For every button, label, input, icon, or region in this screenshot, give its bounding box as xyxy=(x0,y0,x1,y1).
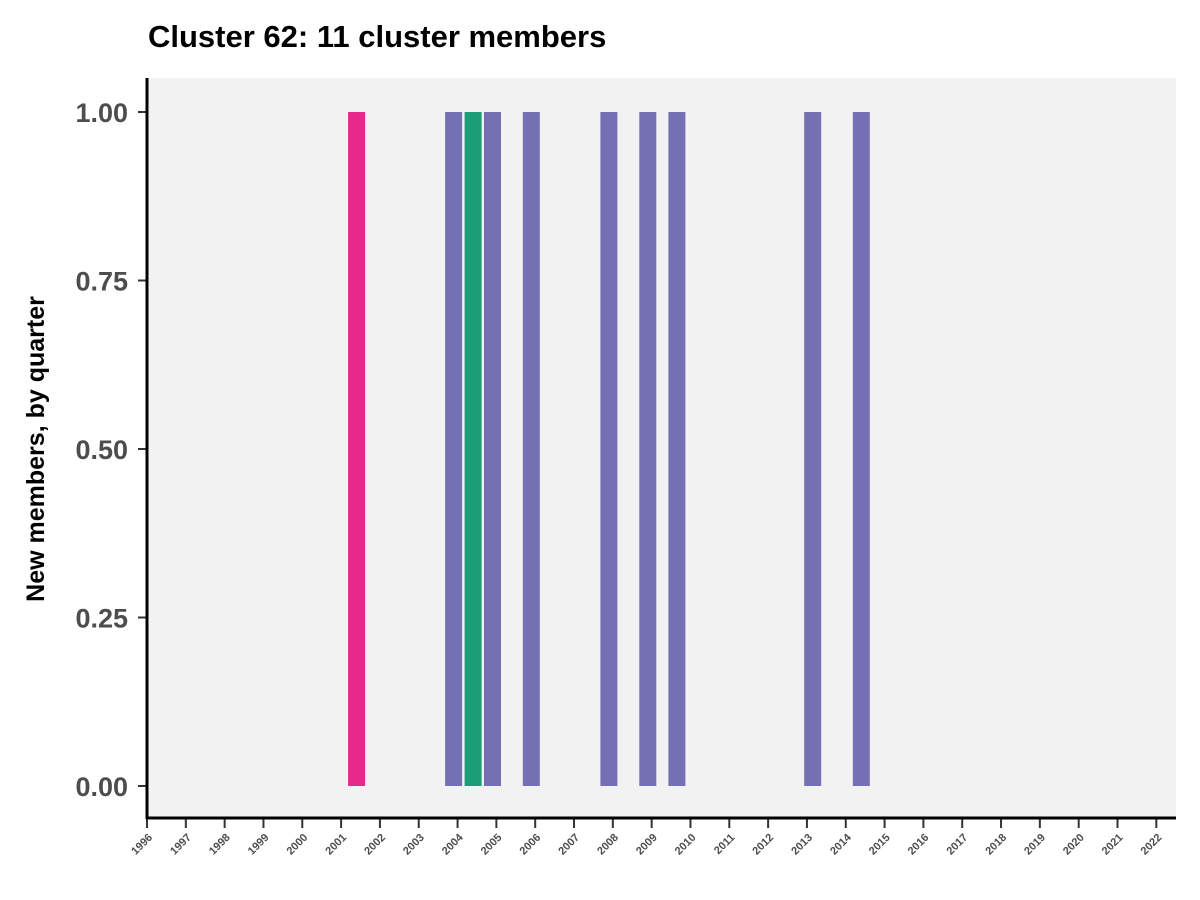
bar-0 xyxy=(348,112,366,786)
x-tick-label: 2001 xyxy=(323,832,349,858)
x-tick-label: 2000 xyxy=(285,832,311,858)
bar-4 xyxy=(522,112,540,786)
bar-1 xyxy=(445,112,463,786)
x-tick-label: 2017 xyxy=(945,832,971,858)
x-tick-label: 2002 xyxy=(362,832,388,858)
bar-5 xyxy=(600,112,618,786)
y-tick-label: 0.50 xyxy=(75,435,128,465)
y-tick-label: 0.00 xyxy=(75,772,128,802)
bar-8 xyxy=(804,112,822,786)
x-tick-label: 2014 xyxy=(828,831,854,857)
chart-title: Cluster 62: 11 cluster members xyxy=(148,19,606,54)
bar-3 xyxy=(484,112,501,786)
bar-9 xyxy=(852,112,870,786)
y-tick-label: 0.75 xyxy=(75,267,128,297)
x-tick-label: 2018 xyxy=(983,832,1009,858)
x-tick-label: 2011 xyxy=(712,832,737,857)
bar-6 xyxy=(639,112,657,786)
x-tick-label: 2013 xyxy=(789,832,815,858)
x-tick-label: 2010 xyxy=(673,832,699,858)
x-tick-label: 2015 xyxy=(867,832,893,858)
x-tick-label: 2020 xyxy=(1061,832,1087,858)
plot-panel xyxy=(147,78,1176,818)
x-tick-label: 2004 xyxy=(440,831,466,857)
x-tick-label: 1998 xyxy=(207,832,233,858)
x-tick-label: 2022 xyxy=(1139,832,1165,858)
x-tick-label: 2021 xyxy=(1100,832,1126,858)
x-tick-label: 2003 xyxy=(401,832,427,858)
y-axis-label: New members, by quarter xyxy=(22,296,50,602)
x-tick-label: 2006 xyxy=(518,832,544,858)
x-tick-label: 2008 xyxy=(595,832,621,858)
x-tick-label: 2007 xyxy=(556,832,582,858)
bar-7 xyxy=(668,112,686,786)
x-tick-label: 2005 xyxy=(479,832,505,858)
y-ticks: 0.00 0.25 0.50 0.75 1.00 xyxy=(75,98,147,802)
bars-group xyxy=(348,112,870,786)
x-ticks: 1996 1997 1998 1999 2000 2001 2002 2003 2004 2005… xyxy=(129,818,1164,857)
x-tick-label: 2016 xyxy=(906,832,932,858)
x-tick-label: 1996 xyxy=(129,832,155,858)
y-tick-label: 1.00 xyxy=(75,98,128,128)
y-tick-label: 0.25 xyxy=(75,604,128,634)
x-tick-label: 2012 xyxy=(750,832,776,858)
bar-2 xyxy=(464,112,482,786)
x-tick-label: 2019 xyxy=(1022,832,1048,858)
x-tick-label: 2009 xyxy=(634,832,660,858)
x-tick-label: 1999 xyxy=(246,832,272,858)
x-tick-label: 1997 xyxy=(168,832,194,858)
